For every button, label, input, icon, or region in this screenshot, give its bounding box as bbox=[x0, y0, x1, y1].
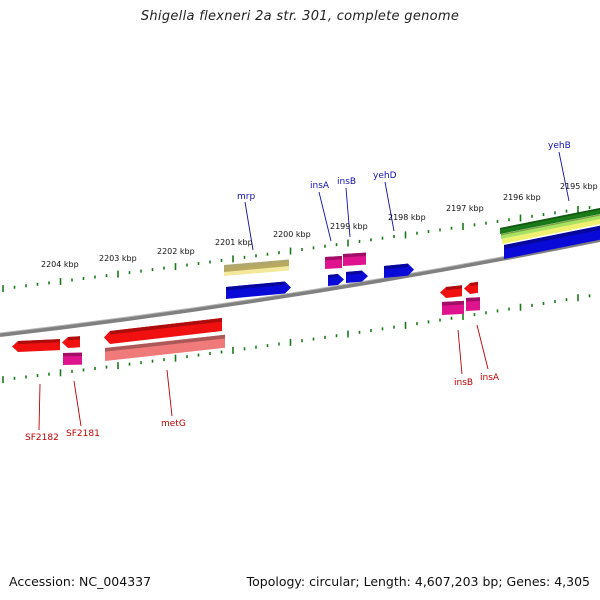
gene-insA-bottom-magenta-shade bbox=[466, 297, 480, 302]
gene-yehB-darkgreen[interactable] bbox=[500, 208, 600, 234]
genome-summary-text: Topology: circular; Length: 4,607,203 bp… bbox=[246, 574, 590, 589]
gene-metG-red[interactable] bbox=[104, 318, 222, 344]
gene-insB-top-blue[interactable] bbox=[346, 270, 368, 283]
gene-yehD-blue-shade bbox=[384, 263, 408, 270]
gene-SF2181-red[interactable] bbox=[62, 336, 80, 348]
tick-label-2195: 2195 kbp bbox=[560, 182, 598, 191]
gene-yehB-lightgreen[interactable] bbox=[501, 214, 600, 239]
tick-label-2198: 2198 kbp bbox=[388, 213, 426, 222]
leader-yehD bbox=[384, 181, 395, 232]
gene-insA-top-blue[interactable] bbox=[328, 274, 344, 286]
gene-insA-top-magenta[interactable] bbox=[325, 255, 342, 269]
gene-label-insB-bottom[interactable]: insB bbox=[454, 378, 473, 388]
gene-yehB-blue-shade bbox=[504, 225, 600, 249]
accession-text: Accession: NC_004337 bbox=[9, 574, 152, 589]
gene-mrp-yellow-edge bbox=[224, 262, 289, 272]
leader-insB-bottom bbox=[457, 329, 463, 375]
gene-insB-bottom-red-shade bbox=[446, 285, 462, 291]
gene-label-insA-top[interactable]: insA bbox=[310, 181, 330, 191]
tick-label-2204: 2204 kbp bbox=[41, 260, 79, 269]
gene-SF2182-red[interactable] bbox=[12, 339, 60, 352]
leader-insA-top bbox=[318, 191, 332, 242]
gene-SF2182-red-shade bbox=[18, 339, 60, 345]
gene-SF2181-red-shade bbox=[68, 336, 80, 341]
gene-label-SF2182[interactable]: SF2182 bbox=[25, 433, 59, 443]
gene-insB-bottom-magenta-shade bbox=[442, 300, 464, 306]
map-title: Shigella flexneri 2a str. 301, complete … bbox=[140, 9, 460, 24]
gene-metG-salmon-shade bbox=[105, 334, 225, 352]
gene-insB-top-blue-shade bbox=[346, 270, 362, 276]
leader-yehB bbox=[558, 151, 570, 202]
gene-mrp-blue-shade bbox=[226, 281, 285, 291]
gene-insA-bottom-red[interactable] bbox=[464, 281, 478, 294]
gene-label-metG[interactable]: metG bbox=[161, 419, 186, 429]
leader-insA-bottom bbox=[476, 324, 489, 370]
gene-insA-top-magenta-shade bbox=[325, 255, 342, 261]
leader-SF2181 bbox=[73, 380, 82, 427]
leader-insB-top bbox=[345, 187, 351, 238]
gene-SF2181-magenta-shade bbox=[63, 352, 82, 357]
tick-label-2202: 2202 kbp bbox=[157, 247, 195, 256]
gene-insA-top-blue-shade bbox=[328, 274, 338, 279]
leader-metG bbox=[166, 369, 173, 417]
gene-insA-bottom-magenta[interactable] bbox=[466, 297, 480, 311]
gene-metG-red-shade bbox=[110, 318, 222, 335]
gene-insB-top-magenta-shade bbox=[343, 252, 366, 258]
gene-insA-bottom-red-shade bbox=[470, 281, 478, 287]
gene-yehB-lightgreen-shade bbox=[501, 214, 600, 236]
tick-label-2196: 2196 kbp bbox=[503, 193, 541, 202]
gene-mrp-yellow-shade bbox=[224, 259, 289, 269]
gene-yehB-yellow-strip bbox=[502, 219, 600, 244]
gene-yehB-darkgreen-shade bbox=[500, 208, 600, 230]
gene-label-yehD[interactable]: yehD bbox=[373, 171, 397, 181]
leader-mrp bbox=[244, 201, 254, 251]
tick-label-2197: 2197 kbp bbox=[446, 204, 484, 213]
gene-label-SF2181[interactable]: SF2181 bbox=[66, 429, 100, 439]
gene-label-insB-top[interactable]: insB bbox=[337, 177, 356, 187]
gene-yehB-blue[interactable] bbox=[504, 225, 600, 259]
leader-SF2182 bbox=[38, 383, 41, 431]
gene-label-yehB[interactable]: yehB bbox=[548, 141, 571, 151]
gene-yehD-blue[interactable] bbox=[384, 263, 414, 278]
gene-insB-bottom-red[interactable] bbox=[440, 285, 462, 298]
gene-metG-salmon[interactable] bbox=[105, 334, 225, 361]
gene-mrp-blue[interactable] bbox=[226, 281, 291, 299]
tick-label-2201: 2201 kbp bbox=[215, 238, 253, 247]
gene-insB-top-magenta[interactable] bbox=[343, 252, 366, 266]
tick-label-2200: 2200 kbp bbox=[273, 230, 311, 239]
tick-label-2199: 2199 kbp bbox=[330, 222, 368, 231]
gene-insB-bottom-magenta[interactable] bbox=[442, 300, 464, 315]
gene-label-mrp[interactable]: mrp bbox=[237, 192, 255, 202]
gene-SF2181-magenta[interactable] bbox=[63, 352, 82, 365]
tick-label-2203: 2203 kbp bbox=[99, 254, 137, 263]
gene-label-insA-bottom[interactable]: insA bbox=[480, 373, 500, 383]
